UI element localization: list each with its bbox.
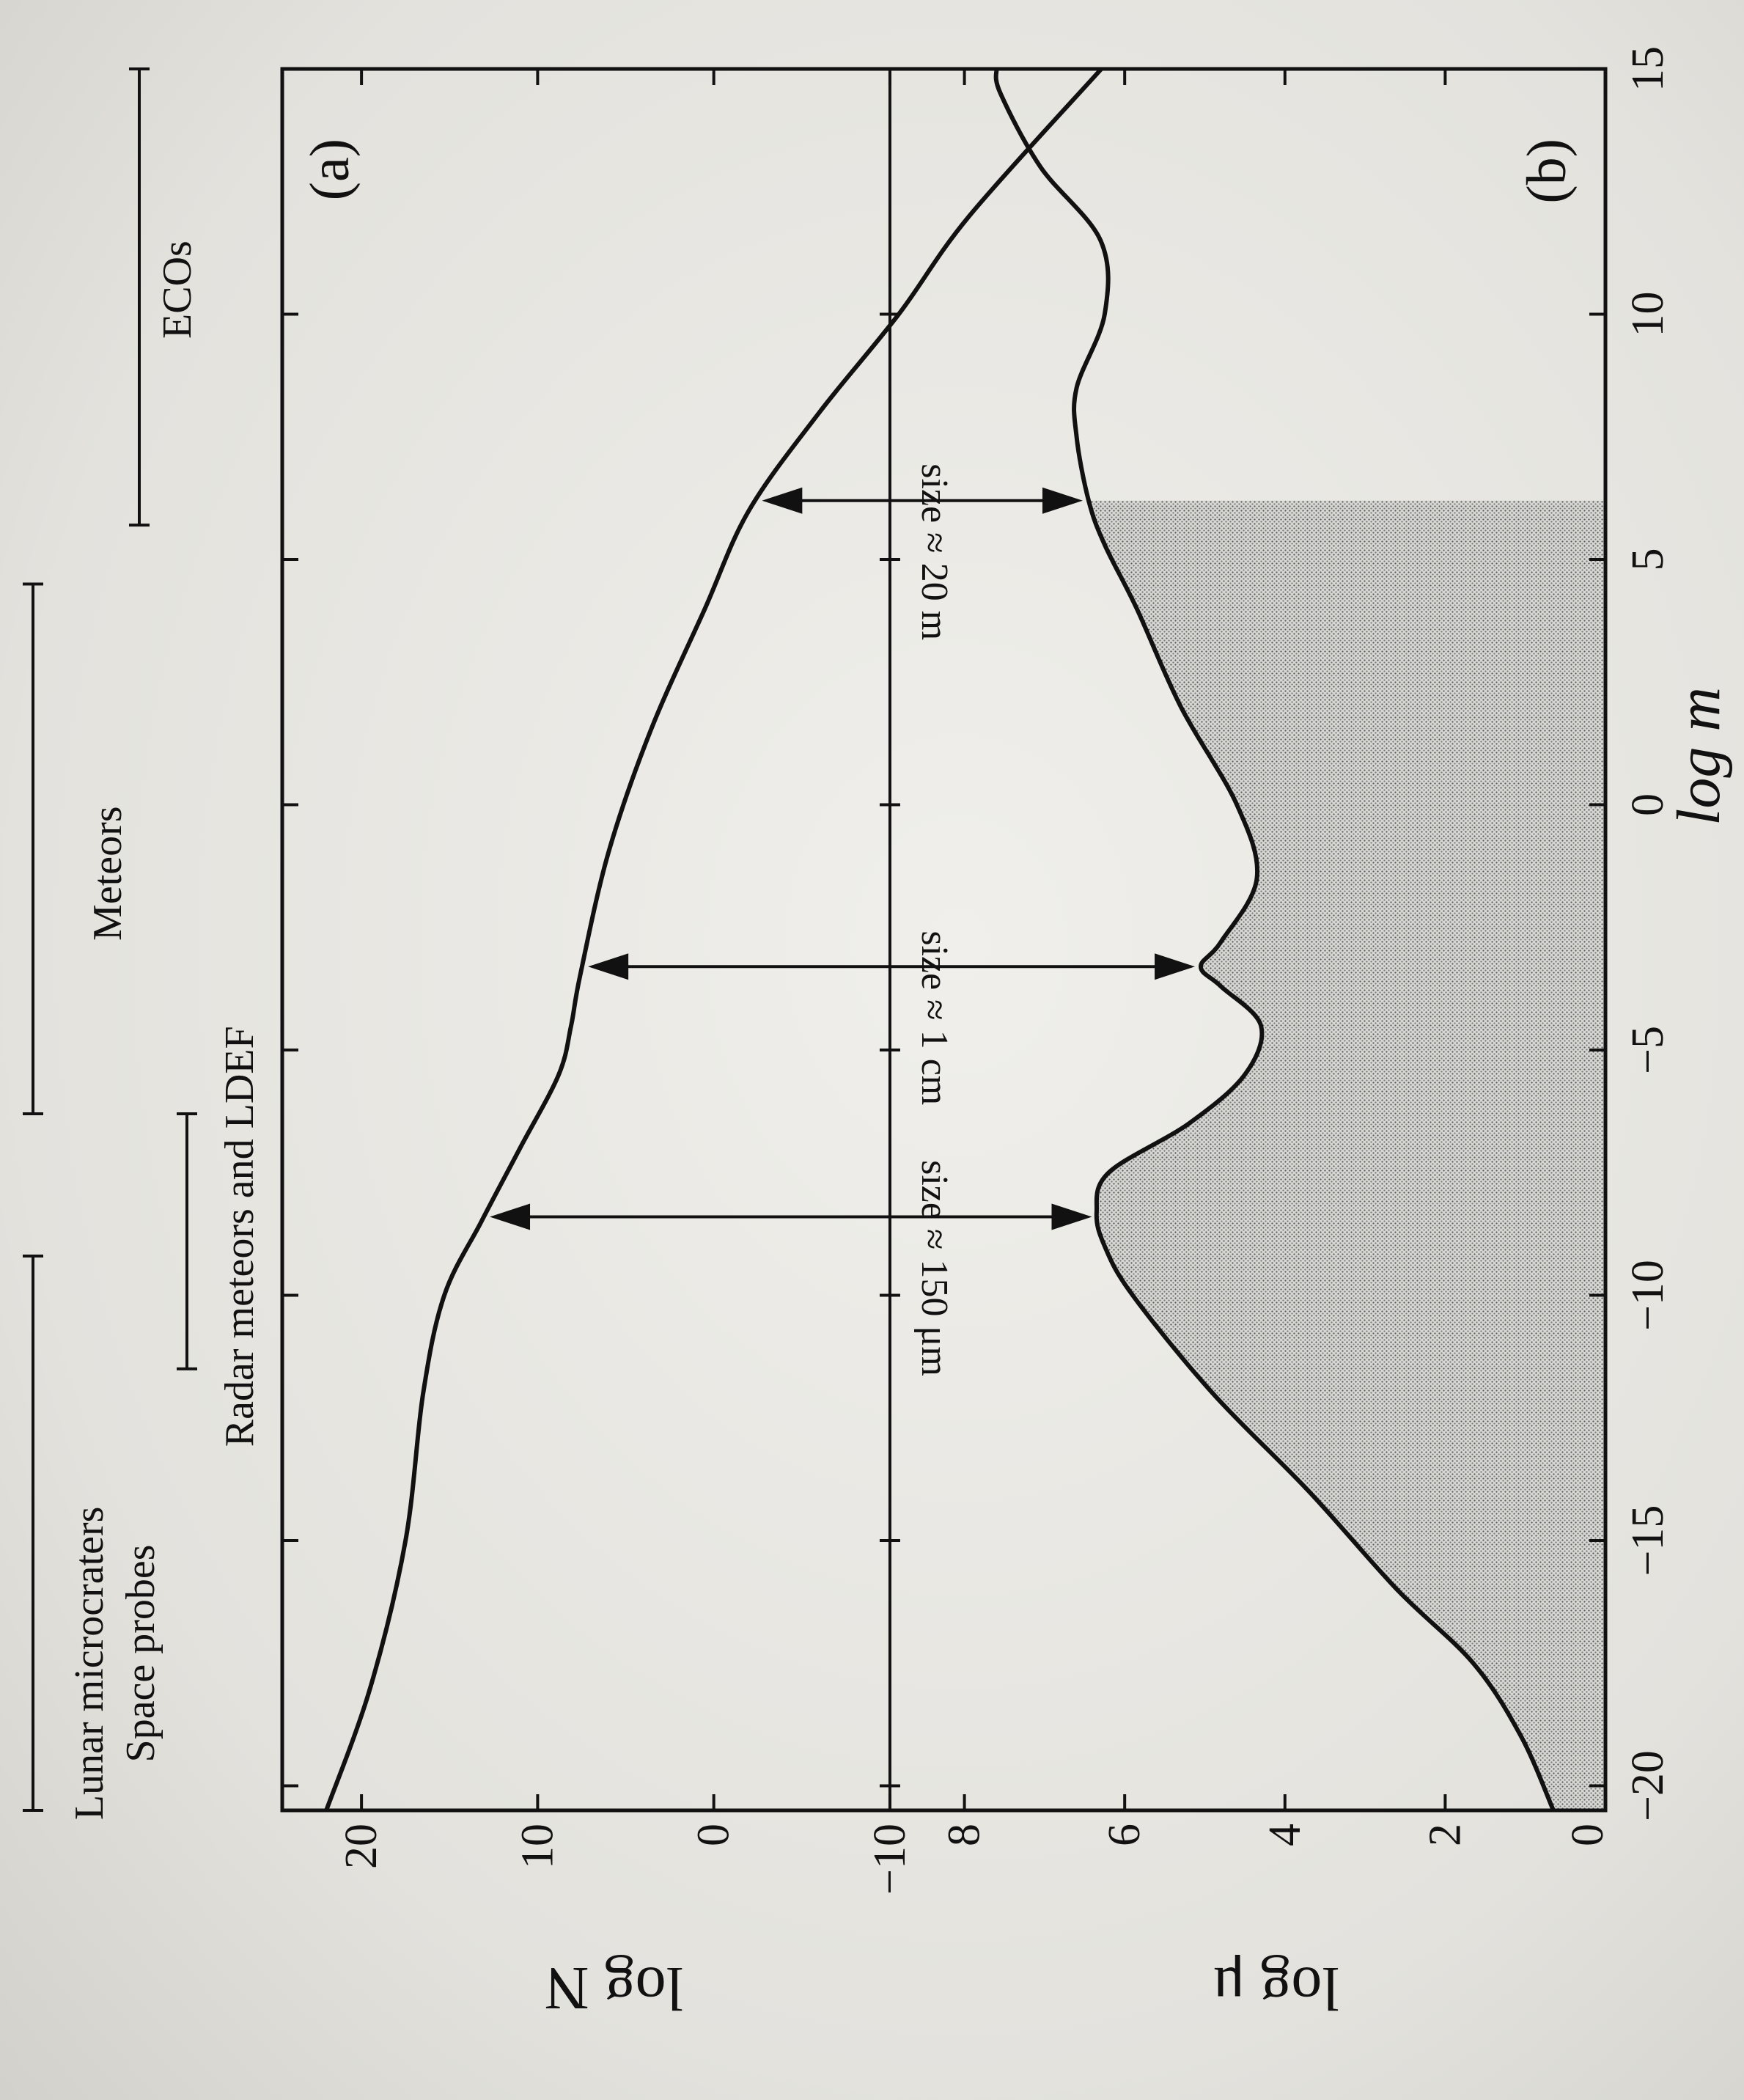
annotation-label: size ≈ 20 m — [913, 463, 955, 640]
x-tick-label: −20 — [1623, 1750, 1673, 1821]
y-tick-label-b: 4 — [1260, 1824, 1310, 1846]
annotation-label: size ≈ 1 cm — [913, 930, 955, 1105]
range-label: Meteors — [85, 806, 130, 941]
y-axis-title-b: log μ — [1212, 1954, 1339, 2022]
x-tick-label: −5 — [1623, 1026, 1673, 1074]
y-tick-label-a: 20 — [336, 1824, 386, 1869]
y-tick-label-b: 2 — [1420, 1824, 1470, 1846]
shaded-region-b — [1089, 500, 1605, 1810]
panel-label-b: (b) — [1516, 139, 1578, 204]
y-tick-label-a: −10 — [865, 1824, 915, 1895]
y-tick-label-a: 10 — [512, 1824, 562, 1869]
annotation-arrowhead-down — [1042, 487, 1083, 514]
x-tick-label: −10 — [1623, 1260, 1673, 1331]
x-tick-label: 0 — [1623, 793, 1673, 816]
annotation-label: size ≈ 150 μm — [913, 1160, 955, 1376]
range-label: Radar meteors and LDEF — [217, 1026, 262, 1447]
y-axis-title-a: log N — [545, 1954, 683, 2022]
series-line-b — [993, 68, 1556, 1812]
x-tick-label: −15 — [1623, 1505, 1673, 1576]
range-label: ECOs — [155, 241, 200, 339]
annotation-arrowhead-up — [588, 953, 629, 980]
range-label: Lunar microcraters — [67, 1507, 112, 1821]
annotation-arrowhead-up — [762, 487, 803, 514]
x-tick-label: 15 — [1623, 46, 1673, 92]
y-tick-label-b: 8 — [940, 1824, 990, 1846]
x-tick-label: 10 — [1623, 292, 1673, 337]
y-tick-label-b: 6 — [1100, 1824, 1149, 1846]
x-tick-label: 5 — [1623, 548, 1673, 571]
y-tick-label-a: 0 — [689, 1824, 739, 1846]
annotation-arrowhead-up — [490, 1203, 531, 1230]
panel-label-a: (a) — [299, 139, 361, 200]
plot-frame — [280, 67, 1608, 1813]
y-tick-label-b: 0 — [1563, 1824, 1613, 1846]
annotation-arrowhead-down — [1051, 1203, 1092, 1230]
annotation-arrowhead-down — [1155, 953, 1196, 980]
x-axis-title: log m — [1665, 687, 1733, 826]
range-label: Space probes — [118, 1544, 163, 1762]
series-line-a — [324, 67, 1103, 1812]
